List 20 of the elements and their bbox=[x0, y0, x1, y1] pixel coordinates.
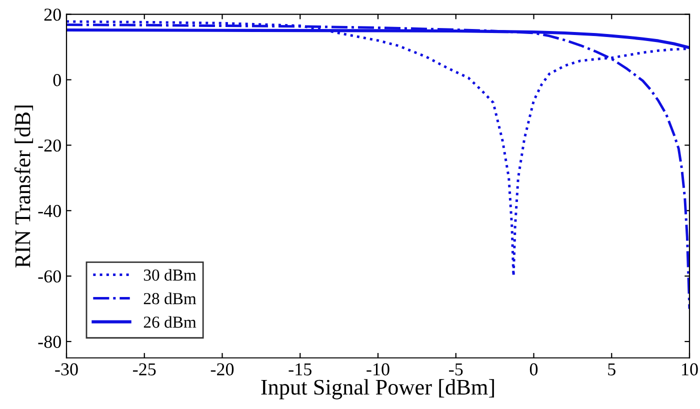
x-tick-label: 5 bbox=[608, 363, 616, 376]
legend-label: 30 dBm bbox=[144, 268, 196, 281]
x-tick-label: 10 bbox=[682, 363, 698, 376]
x-tick-label: -30 bbox=[55, 363, 78, 376]
legend-label: 26 dBm bbox=[144, 316, 196, 328]
y-tick-label: 20 bbox=[44, 8, 61, 21]
y-tick-label: -80 bbox=[38, 336, 61, 348]
y-tick-label: -20 bbox=[38, 139, 61, 152]
x-tick-label: 0 bbox=[530, 363, 538, 376]
x-axis-title: Input Signal Power [dBm] bbox=[261, 379, 494, 400]
y-tick-label: -40 bbox=[38, 204, 61, 218]
y-axis-title: RIN Transfer [dB] bbox=[14, 106, 34, 268]
x-tick-label: -20 bbox=[210, 363, 234, 376]
x-tick-label: -5 bbox=[449, 363, 463, 376]
legend-label: 28 dBm bbox=[144, 292, 196, 304]
x-tick-label: -25 bbox=[133, 363, 156, 376]
x-tick-label: -10 bbox=[366, 363, 390, 376]
x-tick-label: -15 bbox=[288, 363, 312, 376]
y-tick-label: -60 bbox=[38, 270, 61, 283]
y-tick-label: 0 bbox=[53, 74, 61, 86]
